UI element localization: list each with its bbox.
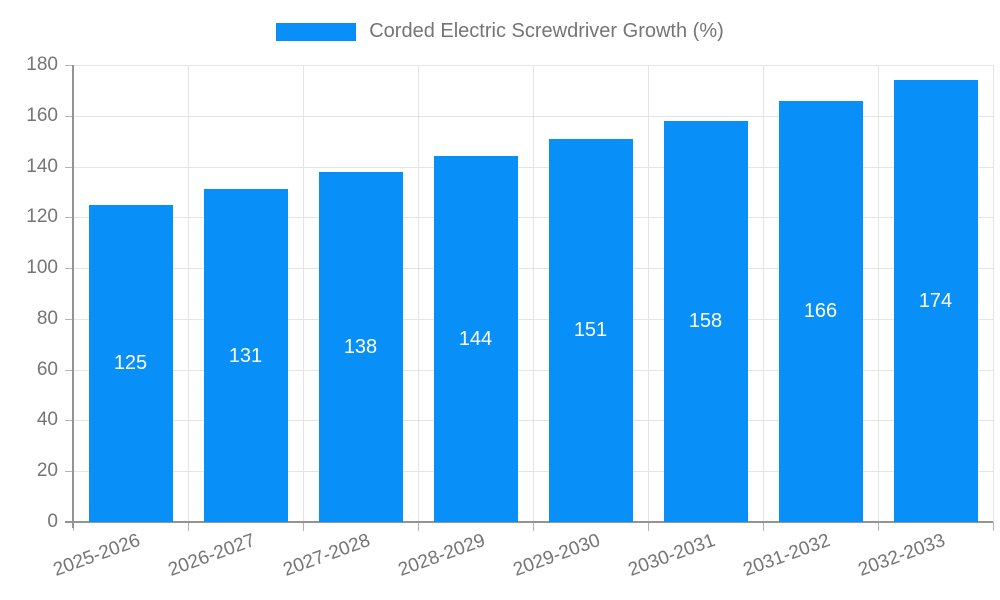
x-axis-category-label: 2030-2031 [625,530,718,581]
y-axis-tick [65,268,73,270]
y-axis-tick-label: 160 [26,104,58,126]
x-gridline [533,65,534,522]
y-axis-tick-label: 120 [26,206,58,228]
x-gridline [763,65,764,522]
y-axis-tick [65,217,73,219]
y-axis-tick [65,369,73,371]
y-axis-tick [65,318,73,320]
x-axis-category-label: 2027-2028 [280,530,373,581]
x-axis-tick [993,522,994,531]
x-axis-tick [533,522,534,531]
x-gridline [648,65,649,522]
y-axis-tick-label: 40 [36,409,58,431]
x-axis-tick [303,522,304,531]
x-axis-tick [418,522,419,531]
x-gridline [993,65,994,522]
x-gridline [878,65,879,522]
bar [433,156,518,522]
x-axis-category-label: 2031-2032 [740,530,833,581]
x-axis-category-label: 2029-2030 [510,530,603,581]
x-axis-tick [763,522,764,531]
y-axis-tick-label: 20 [36,460,58,482]
bar [318,171,403,522]
y-axis-tick [65,471,73,473]
y-axis-tick-label: 100 [26,257,58,279]
x-gridline [418,65,419,522]
x-axis-tick [188,522,189,531]
y-axis-tick-label: 140 [26,155,58,177]
x-axis-category-label: 2032-2033 [855,530,948,581]
x-gridline [188,65,189,522]
x-axis-category-label: 2025-2026 [50,530,143,581]
y-axis-tick-label: 180 [26,54,58,75]
y-axis-tick-label: 80 [36,307,58,329]
x-gridline [303,65,304,522]
x-axis-line [65,521,993,523]
legend-label: Corded Electric Screwdriver Growth (%) [369,20,724,42]
bar [203,189,288,522]
plot-area: 125 131 138 144 151 158 166 174 [65,65,994,531]
y-axis-tick [65,115,73,117]
y-axis-tick [65,420,73,422]
y-axis-tick [65,65,73,66]
legend-item[interactable]: Corded Electric Screwdriver Growth (%) [0,20,1000,43]
y-axis-line [72,65,74,528]
x-axis-category-label: 2026-2027 [165,530,258,581]
bar [663,120,748,522]
y-axis-tick-label: 60 [36,358,58,380]
bar [893,80,978,522]
bar [88,204,173,522]
x-axis-tick [878,522,879,531]
bar [778,100,863,522]
y-axis-tick [65,166,73,168]
y-axis-tick-label: 0 [47,511,58,532]
bar [548,138,633,522]
legend-swatch-icon [276,22,357,41]
x-axis-category-label: 2028-2029 [395,530,488,581]
x-axis-tick [648,522,649,531]
